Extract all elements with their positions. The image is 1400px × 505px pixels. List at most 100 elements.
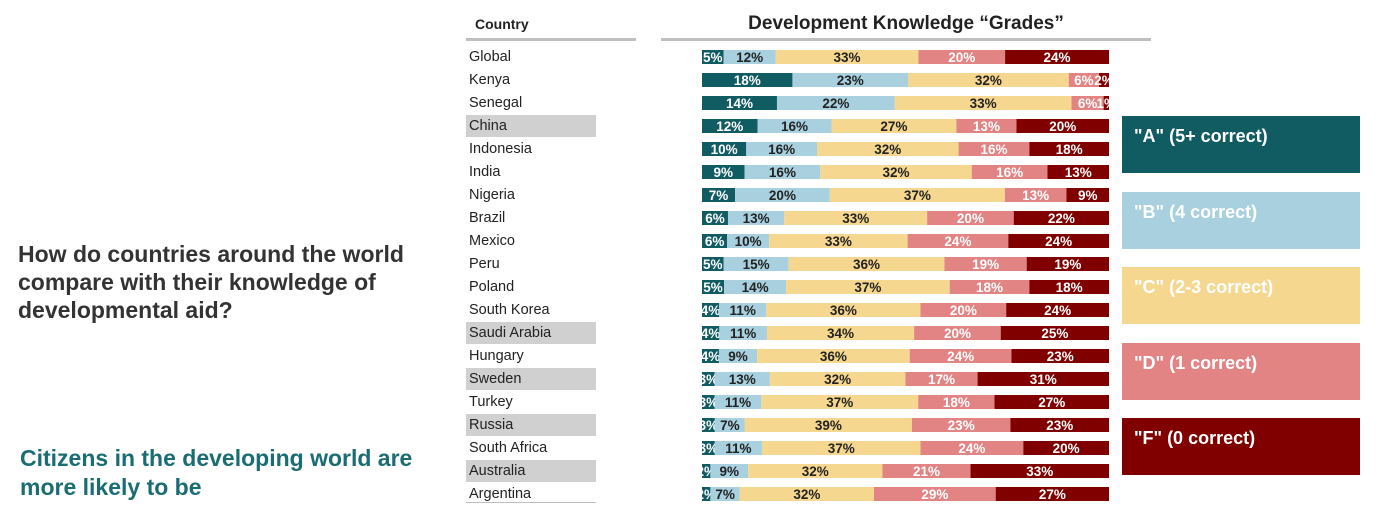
data-label: 6%	[705, 234, 725, 249]
country-list-bottom-rule	[466, 502, 596, 503]
data-label: 6%	[1078, 96, 1098, 111]
bar-segment-c	[820, 165, 972, 179]
data-label: 20%	[944, 326, 971, 341]
data-label: 32%	[824, 372, 851, 387]
data-label: 20%	[950, 303, 977, 318]
developing-world-subheading: Citizens in the developing world are mor…	[20, 445, 413, 500]
bar-segment-c	[788, 257, 945, 271]
bar-segment-a	[702, 142, 747, 156]
data-label: 16%	[769, 165, 796, 180]
bar-segment-c	[784, 211, 928, 225]
data-label: 10%	[711, 142, 738, 157]
data-label: 3%	[699, 372, 719, 387]
data-label: 1%	[1097, 96, 1117, 111]
bar-segment-f	[1047, 165, 1109, 179]
bar-segment-c	[769, 234, 908, 248]
data-label: 16%	[996, 165, 1023, 180]
bar-segment-f	[1016, 119, 1109, 133]
data-label: 7%	[720, 418, 740, 433]
bar-segment-a	[702, 326, 720, 340]
bar-segment-d	[1071, 96, 1104, 110]
bar-segment-f	[1005, 50, 1109, 64]
bar-segment-d	[905, 372, 978, 386]
bar-segment-f	[1000, 326, 1109, 340]
legend-label: "F" (0 correct)	[1134, 428, 1256, 448]
bar-segment-a	[702, 303, 720, 317]
bar-segment-a	[702, 487, 711, 501]
country-label: Poland	[469, 279, 515, 295]
legend-item-a: "A" (5+ correct)	[1122, 116, 1360, 173]
bar-segment-c	[739, 487, 875, 501]
bar-segment-a	[702, 280, 725, 294]
bar-segment-a	[702, 165, 745, 179]
data-label: 3%	[699, 441, 719, 456]
bar-segment-f	[977, 372, 1109, 386]
bar-segment-f	[1029, 142, 1109, 156]
data-label: 36%	[853, 257, 880, 272]
country-label: Senegal	[469, 95, 523, 111]
data-label: 17%	[928, 372, 955, 387]
bar-segment-d	[914, 326, 1001, 340]
bar-segment-a	[702, 50, 724, 64]
bar-segment-b	[746, 142, 818, 156]
data-label: 18%	[1056, 142, 1083, 157]
data-label: 16%	[980, 142, 1007, 157]
data-label: 32%	[883, 165, 910, 180]
chart-header-rule	[661, 38, 1151, 41]
country-label: Russia	[466, 414, 596, 436]
data-label: 3%	[699, 395, 719, 410]
bar-segment-f	[1010, 418, 1109, 432]
bar-segment-a	[702, 96, 777, 110]
legend-item-b: "B" (4 correct)	[1122, 192, 1360, 249]
bar-segment-b	[792, 73, 909, 87]
data-label: 33%	[842, 211, 869, 226]
data-label: 22%	[1048, 211, 1075, 226]
bar-segment-b	[710, 487, 740, 501]
country-label: Indonesia	[469, 141, 532, 157]
bar-segment-a	[702, 441, 715, 455]
data-label: 20%	[1049, 119, 1076, 134]
data-label: 24%	[947, 349, 974, 364]
data-label: 23%	[837, 73, 864, 88]
data-label: 23%	[948, 418, 975, 433]
data-label: 33%	[825, 234, 852, 249]
data-label: 11%	[725, 441, 751, 456]
legend-label: "C" (2-3 correct)	[1134, 277, 1274, 297]
bar-segment-a	[702, 211, 728, 225]
bar-segment-b	[727, 234, 770, 248]
bar-segment-d	[927, 211, 1014, 225]
bar-segment-f	[1011, 349, 1109, 363]
country-label: Australia	[466, 460, 596, 482]
bar-segment-b	[724, 280, 787, 294]
data-label: 14%	[742, 280, 769, 295]
country-label: Kenya	[469, 72, 511, 88]
bar-segment-c	[775, 50, 919, 64]
data-label: 9%	[1078, 188, 1098, 203]
data-label: 12%	[736, 50, 763, 65]
data-label: 13%	[1065, 165, 1092, 180]
bar-segment-b	[710, 464, 749, 478]
bar-segment-f	[1066, 188, 1109, 202]
country-label: Peru	[469, 256, 500, 272]
data-label: 9%	[728, 349, 748, 364]
data-label: 31%	[1030, 372, 1057, 387]
country-label: Mexico	[469, 233, 515, 249]
data-label: 23%	[1047, 349, 1074, 364]
data-label: 39%	[815, 418, 842, 433]
bar-segment-c	[748, 464, 883, 478]
bar-segment-d	[920, 441, 1024, 455]
data-label: 36%	[830, 303, 857, 318]
bar-segment-d	[1068, 73, 1099, 87]
data-label: 9%	[720, 464, 740, 479]
data-label: 27%	[1038, 395, 1065, 410]
chart-title: Development Knowledge “Grades”	[748, 13, 1064, 34]
data-label: 37%	[826, 395, 853, 410]
data-label: 21%	[913, 464, 940, 479]
country-label: South Africa	[469, 440, 548, 456]
bar-segment-b	[744, 165, 821, 179]
data-label: 14%	[726, 96, 753, 111]
question-heading: How do countries around the world compar…	[18, 241, 404, 324]
country-label: Saudi Arabia	[466, 322, 596, 344]
bar-segment-b	[776, 96, 895, 110]
